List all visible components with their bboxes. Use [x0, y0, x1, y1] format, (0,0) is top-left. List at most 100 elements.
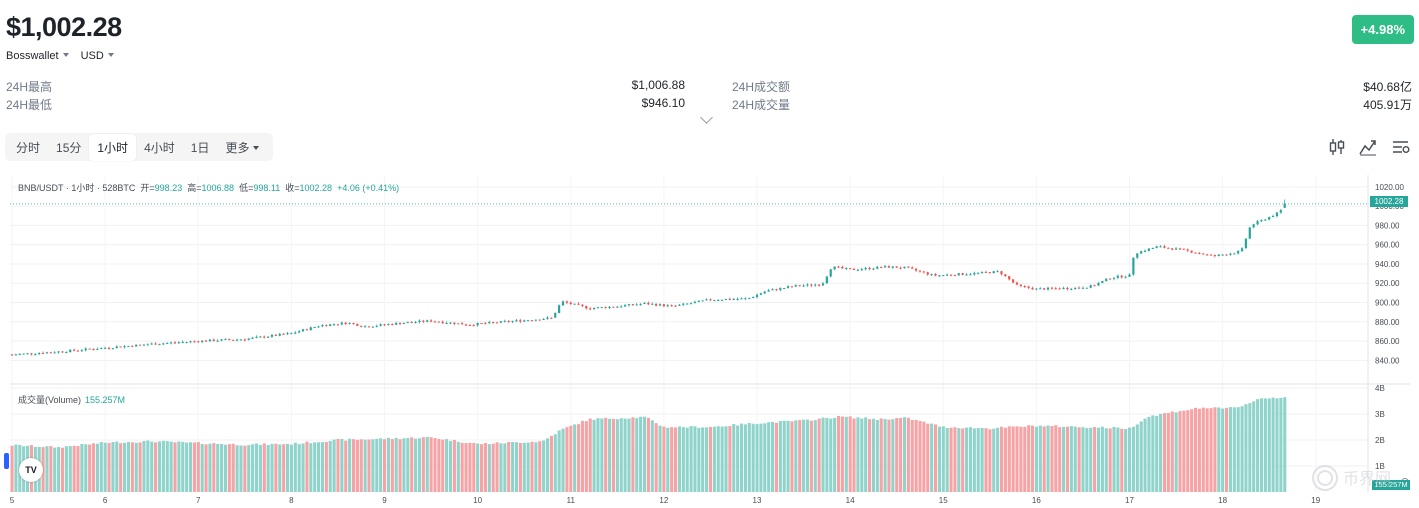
volume-bar [332, 439, 336, 492]
candle-body [111, 348, 114, 350]
candle-body [565, 301, 568, 303]
volume-bar [961, 428, 965, 492]
candle-body [123, 346, 126, 348]
price-chart[interactable]: 1020.001000.00980.00960.00940.00920.0090… [0, 170, 1419, 508]
candle-body [398, 322, 402, 324]
candle-body [282, 333, 285, 335]
volume-bar [662, 426, 666, 492]
tab-timeline[interactable]: 分时 [16, 140, 41, 155]
volume-bar [1128, 427, 1132, 492]
candle-body [433, 321, 437, 323]
candle-body [1279, 210, 1282, 213]
settings-icon[interactable] [1391, 137, 1411, 157]
candle-body [1264, 219, 1267, 221]
x-tick-label: 10 [473, 496, 482, 505]
volume-bar [875, 420, 879, 492]
volume-bar [507, 442, 511, 492]
volume-bar [1100, 426, 1104, 492]
tab-1h[interactable]: 1小时 [89, 133, 137, 161]
candle-body [317, 326, 320, 328]
expand-chevron-icon[interactable] [700, 111, 713, 124]
candle-body [154, 343, 157, 345]
volume-bar [10, 445, 14, 492]
volume-bar [530, 441, 534, 492]
x-tick-label: 15 [939, 496, 948, 505]
candle-body [1159, 246, 1162, 248]
x-tick-label: 17 [1125, 496, 1134, 505]
volume-bar [320, 442, 325, 492]
candle-body [814, 284, 817, 286]
volume-bar [798, 419, 802, 492]
candle-body [883, 266, 887, 268]
last-volume-tag: 155.257M [1372, 480, 1410, 490]
chevron-down-icon [62, 53, 69, 57]
volume-bar [930, 423, 934, 492]
volume-bar [635, 418, 639, 492]
candle-body [1171, 248, 1174, 250]
volume-bar [464, 443, 468, 492]
candle-body [201, 340, 204, 343]
candle-body [1260, 219, 1263, 222]
volume-bar [1279, 397, 1283, 492]
candle-body [759, 293, 762, 295]
line-chart-icon[interactable] [1358, 137, 1378, 157]
volume-bar [887, 419, 891, 492]
tradingview-logo[interactable]: TV [19, 458, 43, 482]
volume-bar [123, 442, 127, 492]
y-tick-label: 920.00 [1375, 279, 1400, 288]
candle-body [984, 271, 988, 273]
volume-bar [1062, 426, 1066, 492]
candle-body [1194, 252, 1197, 254]
volume-bar [945, 428, 949, 492]
candle-body [88, 348, 91, 350]
volume-bar [313, 442, 317, 492]
x-tick-label: 8 [289, 496, 294, 505]
y-tick-label: 840.00 [1375, 356, 1400, 365]
candle-body [286, 333, 289, 335]
candle-body [841, 266, 844, 269]
volume-bar [782, 420, 786, 492]
volume-bar [1267, 398, 1271, 492]
tab-4h[interactable]: 4小时 [144, 140, 175, 155]
volume-bar [274, 443, 278, 492]
tab-15m[interactable]: 15分 [56, 140, 82, 155]
candle-body [643, 302, 646, 304]
volume-bar [68, 446, 72, 492]
volume-bar [755, 424, 759, 492]
volume-bar [119, 443, 123, 492]
volume-bar [262, 443, 266, 492]
volume-bar [732, 424, 736, 492]
tab-1d[interactable]: 1日 [190, 140, 210, 155]
volume-bar [891, 419, 895, 492]
volume-bar [743, 424, 747, 492]
drag-handle[interactable] [4, 453, 9, 469]
wallet-selector[interactable]: Bosswallet [6, 50, 69, 62]
volume-bar [1248, 403, 1252, 492]
candle-body [697, 300, 700, 302]
currency-selector[interactable]: USD [81, 50, 114, 62]
x-tick-label: 6 [103, 496, 108, 505]
candle-body [992, 271, 995, 274]
volume-bar [14, 444, 18, 492]
candle-body [833, 266, 836, 270]
volume-bar [802, 419, 806, 492]
volume-bar [1186, 410, 1190, 492]
volume-bar [650, 420, 654, 492]
volume-bar [933, 424, 938, 492]
candle-body [1268, 216, 1271, 220]
candlestick-icon[interactable] [1327, 137, 1347, 157]
volume-bar [615, 419, 619, 492]
candle-body [1031, 287, 1034, 290]
volume-tick-label: 3B [1375, 410, 1385, 419]
volume-bar [223, 444, 228, 492]
tab-more[interactable]: 更多 [217, 134, 267, 161]
candle-body [662, 304, 665, 307]
volume-bar [681, 427, 685, 492]
candle-body [550, 317, 553, 319]
change-badge: +4.98% [1351, 15, 1414, 44]
volume-bar [949, 427, 953, 492]
volume-bar [169, 441, 173, 492]
candle-body [1070, 289, 1073, 291]
volume-bar [1240, 406, 1244, 492]
candle-body [247, 338, 250, 340]
